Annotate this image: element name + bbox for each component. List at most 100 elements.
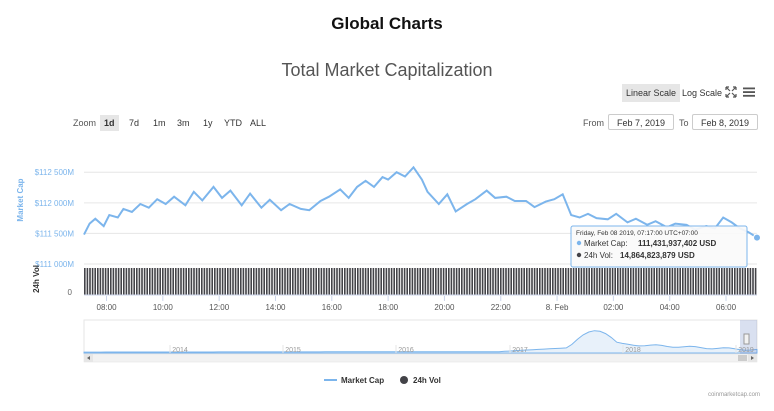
volume-bar	[656, 268, 658, 295]
volume-bar	[310, 268, 312, 295]
volume-bar	[320, 268, 323, 295]
volume-bar	[533, 268, 536, 295]
linear-scale-button[interactable]: Linear Scale	[622, 84, 681, 102]
volume-bar	[409, 268, 411, 295]
log-scale-button[interactable]: Log Scale	[682, 88, 723, 98]
volume-bar	[255, 268, 258, 295]
volume-bar	[195, 268, 198, 295]
hamburger-menu-icon[interactable]	[743, 86, 755, 98]
volume-bar	[190, 268, 193, 295]
navigator[interactable]: 2014 2015 2016 2017 2018 2019	[83, 319, 758, 363]
range-from-input[interactable]: Feb 7, 2019	[608, 114, 674, 130]
volume-bar	[687, 268, 689, 295]
volume-bar	[84, 268, 86, 295]
volume-bar	[422, 268, 424, 295]
volume-bar	[640, 268, 642, 295]
volume-bar	[653, 268, 655, 295]
volume-bar	[266, 268, 268, 295]
volume-bar	[110, 268, 112, 295]
volume-bar	[89, 268, 91, 295]
volume-bar	[481, 268, 484, 295]
volume-bar	[271, 268, 273, 295]
footer-credit[interactable]: coinmarketcap.com	[707, 392, 760, 398]
volume-bar	[247, 268, 250, 295]
volume-bar	[728, 268, 731, 295]
scrollbar-track[interactable]	[83, 353, 758, 363]
volume-bar	[396, 268, 398, 295]
volume-bar	[669, 268, 671, 295]
volume-bar	[570, 268, 572, 295]
tooltip-cap-dot	[576, 240, 582, 246]
legend-market-cap-label[interactable]: Market Cap	[341, 376, 384, 385]
volume-bar	[432, 268, 434, 295]
volume-bar	[458, 268, 460, 295]
volume-bar	[370, 268, 372, 295]
volume-bar	[658, 268, 661, 295]
zoom-button-1m[interactable]: 1m	[153, 118, 166, 128]
volume-bar	[557, 268, 559, 295]
volume-bar	[466, 268, 468, 295]
x-tick-label: 10:00	[153, 303, 174, 312]
volume-bar	[468, 268, 471, 295]
navigator-handle[interactable]	[743, 333, 750, 345]
range-to-input[interactable]: Feb 8, 2019	[692, 114, 758, 130]
volume-bar	[307, 268, 310, 295]
zoom-button-3m[interactable]: 3m	[177, 118, 190, 128]
volume-bar	[232, 268, 234, 295]
volume-bar	[208, 268, 211, 295]
volume-tick-zero: 0	[68, 288, 73, 297]
volume-bar	[697, 268, 700, 295]
legend[interactable]: Market Cap 24h Vol	[324, 376, 441, 385]
volume-bar	[258, 268, 260, 295]
volume-bar	[250, 268, 252, 295]
volume-bar	[575, 268, 577, 295]
volume-bar	[328, 268, 330, 295]
volume-bar	[268, 268, 271, 295]
volume-bar	[263, 268, 265, 295]
volume-bar	[585, 268, 588, 295]
volume-bar	[416, 268, 419, 295]
volume-bar	[315, 268, 317, 295]
volume-bar	[216, 268, 219, 295]
zoom-button-ytd[interactable]: YTD	[224, 118, 242, 128]
zoom-label: Zoom	[73, 118, 97, 128]
legend-volume-label[interactable]: 24h Vol	[413, 376, 441, 385]
volume-bar	[175, 268, 177, 295]
volume-bar	[515, 268, 518, 295]
x-tick-label: 02:00	[603, 303, 624, 312]
volume-bar	[97, 268, 99, 295]
volume-bar	[341, 268, 343, 295]
zoom-button-7d[interactable]: 7d	[129, 118, 140, 128]
volume-bar	[133, 268, 135, 295]
zoom-button-1y[interactable]: 1y	[203, 118, 213, 128]
volume-bar	[713, 268, 715, 295]
scrollbar-thumb[interactable]	[738, 355, 747, 361]
hover-point	[753, 233, 761, 242]
volume-bar	[474, 268, 476, 295]
volume-bar	[305, 268, 307, 295]
navigator-year-label: 2014	[172, 347, 188, 354]
volume-bar	[143, 268, 146, 295]
volume-bar	[94, 268, 96, 295]
volume-bar	[338, 268, 341, 295]
zoom-button-all[interactable]: ALL	[250, 118, 267, 128]
legend-volume-marker	[400, 376, 408, 384]
volume-bar	[344, 268, 346, 295]
volume-bar	[523, 268, 525, 295]
volume-bar	[297, 268, 299, 295]
volume-bar	[502, 268, 505, 295]
volume-bar	[578, 268, 580, 295]
volume-bar	[666, 268, 668, 295]
volume-bar	[520, 268, 523, 295]
volume-bar	[201, 268, 203, 295]
zoom-button-1d[interactable]: 1d	[100, 115, 119, 131]
volume-bar	[754, 268, 757, 295]
volume-bar	[752, 268, 754, 295]
volume-bar	[102, 268, 104, 295]
expand-arrows-icon[interactable]	[725, 86, 737, 98]
volume-bar	[151, 268, 154, 295]
volume-bar	[162, 268, 164, 295]
volume-bar	[643, 268, 645, 295]
volume-bar	[510, 268, 512, 295]
volume-bar	[580, 268, 583, 295]
